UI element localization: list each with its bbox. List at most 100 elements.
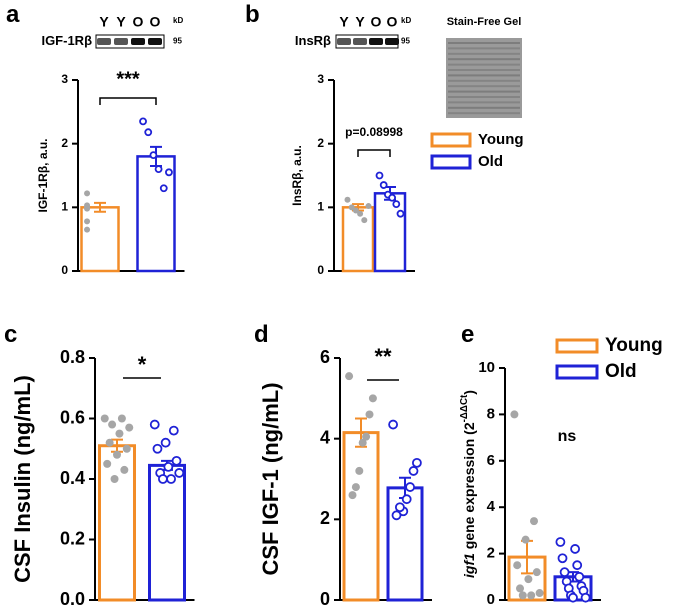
data-point <box>344 196 351 203</box>
data-point <box>84 190 91 197</box>
gel-band <box>448 106 520 109</box>
y-tick-label: 0 <box>317 263 324 277</box>
data-point <box>530 517 538 526</box>
data-point <box>122 444 131 453</box>
y-tick-label: 0 <box>487 591 495 608</box>
data-point <box>510 410 519 419</box>
legend-label: Old <box>605 361 637 382</box>
y-tick-label: 1 <box>61 200 68 214</box>
data-point <box>139 117 147 126</box>
bar <box>148 463 186 602</box>
y-axis-label-part: gene expression (2 <box>461 422 477 553</box>
blot-band <box>369 38 383 45</box>
data-point <box>355 466 364 475</box>
data-point <box>524 575 533 584</box>
data-point <box>144 128 153 137</box>
blot-label: IGF-1Rβ <box>41 33 92 48</box>
legend-swatch <box>430 154 472 170</box>
data-point <box>117 414 126 423</box>
data-point <box>120 465 129 474</box>
blot-frame <box>95 34 165 49</box>
data-point <box>84 218 91 225</box>
data-point <box>165 168 173 177</box>
data-point <box>348 491 357 500</box>
significance-label: ** <box>374 344 392 369</box>
gel-label: Stain-Free Gel <box>447 16 522 28</box>
panel-letter: c <box>4 321 17 348</box>
bar <box>386 486 424 602</box>
data-point <box>574 571 585 582</box>
data-point <box>570 544 580 554</box>
y-tick-label: 0.4 <box>60 468 85 488</box>
bar <box>98 444 136 602</box>
bar <box>341 206 375 273</box>
data-point <box>361 217 368 224</box>
data-point <box>405 482 416 492</box>
kd-label: kD <box>173 16 183 25</box>
data-point <box>113 450 121 459</box>
blot-band <box>131 38 145 45</box>
data-point <box>580 592 591 603</box>
data-point <box>379 181 388 189</box>
data-point <box>388 419 399 430</box>
significance-label: * <box>138 352 147 377</box>
y-tick-label: 3 <box>317 72 324 86</box>
data-point <box>166 474 176 484</box>
data-point <box>411 457 422 468</box>
y-axis-label: igf1 gene expression (2-ΔΔCt) <box>459 390 477 578</box>
gel-band <box>448 101 520 104</box>
gel-band <box>448 69 520 71</box>
data-point <box>158 474 168 484</box>
data-point <box>105 438 114 447</box>
data-point <box>100 414 109 423</box>
y-axis-label-part: ) <box>461 390 477 395</box>
gel-band <box>448 74 520 77</box>
data-point <box>84 226 91 233</box>
data-point <box>555 537 566 547</box>
significance-label: *** <box>116 68 140 90</box>
data-point <box>527 591 536 600</box>
data-point <box>392 200 401 209</box>
y-tick-label: 2 <box>61 136 68 150</box>
gel-band <box>448 63 520 66</box>
bar <box>80 206 120 273</box>
y-tick-label: 10 <box>478 359 495 376</box>
data-point <box>171 455 182 466</box>
blot-band <box>114 38 128 45</box>
y-tick-label: 6 <box>487 452 495 469</box>
data-point <box>375 171 384 180</box>
data-point <box>557 553 568 564</box>
legend-swatch <box>555 338 599 354</box>
y-axis-label: CSF IGF-1 (ng/mL) <box>258 382 283 575</box>
lane-label: O <box>133 14 144 30</box>
gel-band <box>448 79 520 82</box>
y-tick-label: 0.0 <box>60 589 85 609</box>
error-bar <box>94 201 106 213</box>
data-point <box>568 592 578 603</box>
y-tick-label: 8 <box>487 405 495 422</box>
kd-label: kD <box>401 16 411 25</box>
y-tick-label: 4 <box>487 498 496 515</box>
y-axis-label: CSF Insulin (ng/mL) <box>10 375 35 583</box>
data-point <box>149 151 158 160</box>
significance-label: p=0.08998 <box>345 125 403 139</box>
data-point <box>110 475 119 483</box>
legend-label: Young <box>478 131 524 148</box>
gel-band <box>448 47 520 50</box>
significance-bracket <box>99 97 157 105</box>
panel-letter: e <box>461 321 474 348</box>
data-point <box>388 193 397 202</box>
bar <box>342 431 380 602</box>
data-point <box>174 468 185 478</box>
data-point <box>160 437 171 448</box>
y-tick-label: 6 <box>320 347 330 367</box>
lane-label: Y <box>99 14 109 30</box>
bar <box>373 192 407 273</box>
data-point <box>401 494 412 505</box>
lane-label: Y <box>339 14 349 30</box>
data-point <box>168 425 179 436</box>
legend-swatch <box>555 364 599 380</box>
data-point <box>358 438 367 447</box>
panel-letter: a <box>6 1 20 28</box>
y-axis-label: InsRβ, a.u. <box>290 145 304 206</box>
